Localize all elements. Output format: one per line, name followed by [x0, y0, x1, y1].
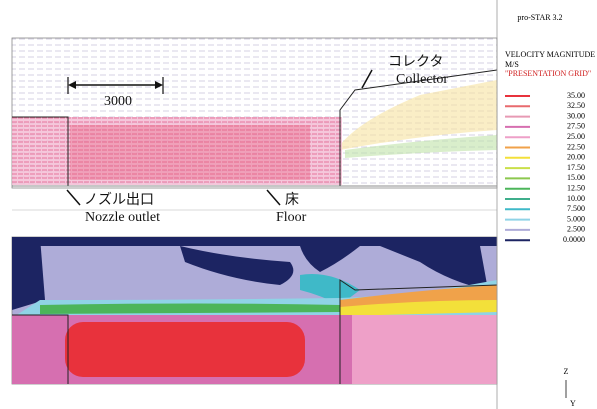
legend-label: 2.500	[567, 225, 585, 234]
vector-panel	[11, 37, 498, 189]
legend-label: 22.50	[567, 142, 585, 151]
legend-label: 17.50	[567, 163, 585, 172]
collector-en: Collector	[396, 72, 448, 87]
contour-panel	[11, 236, 498, 385]
legend-label: 25.00	[567, 132, 585, 141]
legend-label: 12.50	[567, 184, 585, 193]
nozzle-en: Nozzle outlet	[85, 210, 160, 225]
legend-label: 10.00	[567, 194, 585, 203]
nozzle-ja: ノズル出口	[84, 192, 154, 208]
legend-title: VELOCITY MAGNITUDE	[505, 50, 595, 59]
dimension-label: 3000	[104, 94, 132, 109]
floor-en: Floor	[276, 210, 307, 225]
legend-label: 30.00	[567, 111, 585, 120]
legend-label: 15.00	[567, 173, 585, 182]
software-label: pro-STAR 3.2	[517, 13, 562, 22]
dimension: 3000	[67, 77, 164, 109]
collector-ja: コレクタ	[388, 54, 443, 70]
axis-triad: Z Y	[564, 367, 576, 408]
axis-z: Z	[564, 367, 569, 376]
legend-label: 32.50	[567, 101, 585, 110]
legend-label: 35.00	[567, 91, 585, 100]
legend-label: 20.00	[567, 153, 585, 162]
legend-label: 5.000	[567, 214, 585, 223]
axis-y: Y	[570, 399, 576, 408]
floor-ja: 床	[285, 192, 299, 208]
legend-label: 7.500	[567, 204, 585, 213]
legend-label: 0.0000	[563, 235, 585, 244]
legend-unit: M/S	[505, 60, 519, 69]
callouts: コレクタ Collector ノズル出口 Nozzle outlet 床 Flo…	[12, 54, 497, 225]
legend-grid: "PRESENTATION GRID"	[505, 69, 591, 78]
legend-label: 27.50	[567, 122, 585, 131]
